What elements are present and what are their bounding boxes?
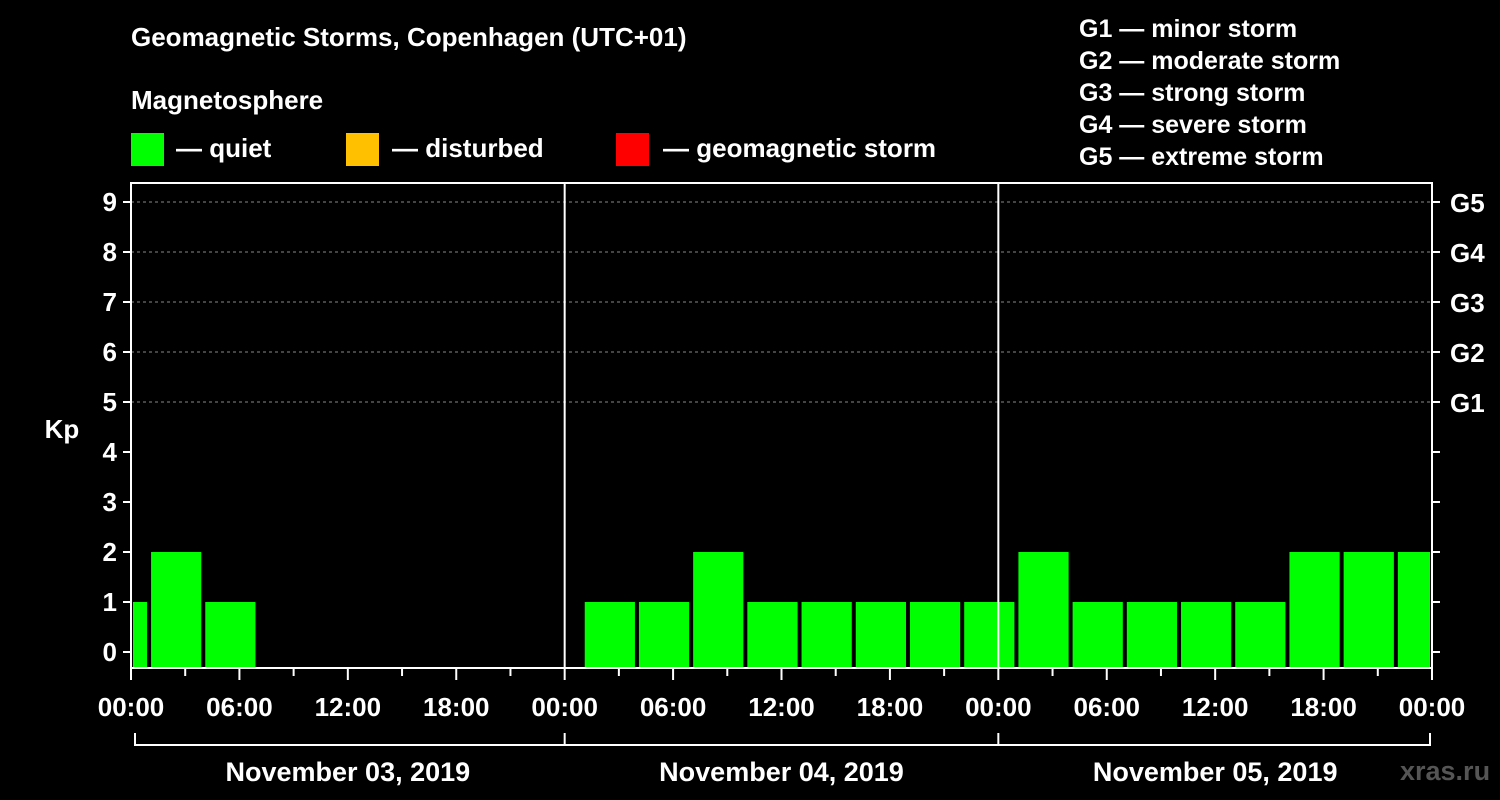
kp-bar bbox=[639, 602, 689, 668]
kp-bar bbox=[1127, 602, 1177, 668]
kp-bar bbox=[802, 602, 852, 668]
kp-bar bbox=[1181, 602, 1231, 668]
kp-bar bbox=[1235, 602, 1285, 668]
kp-bar bbox=[1018, 552, 1068, 668]
kp-bar bbox=[964, 602, 1014, 668]
x-tick-label: 06:00 bbox=[206, 692, 273, 722]
x-tick-label: 18:00 bbox=[857, 692, 924, 722]
kp-bar bbox=[205, 602, 255, 668]
y-tick-label: 8 bbox=[103, 237, 117, 267]
kp-bar bbox=[1398, 552, 1430, 668]
date-label: November 04, 2019 bbox=[659, 757, 904, 787]
kp-bar bbox=[1344, 552, 1394, 668]
x-tick-label: 00:00 bbox=[965, 692, 1032, 722]
kp-bar bbox=[585, 602, 635, 668]
g-level-label: G4 bbox=[1450, 238, 1485, 268]
kp-bar bbox=[1289, 552, 1339, 668]
kp-bar bbox=[693, 552, 743, 668]
g-level-label: G5 bbox=[1450, 188, 1485, 218]
x-tick-label: 06:00 bbox=[1074, 692, 1141, 722]
date-label: November 05, 2019 bbox=[1093, 757, 1338, 787]
x-tick-label: 00:00 bbox=[531, 692, 598, 722]
x-tick-label: 18:00 bbox=[423, 692, 490, 722]
y-tick-label: 0 bbox=[103, 637, 117, 667]
kp-bar bbox=[1073, 602, 1123, 668]
y-tick-label: 3 bbox=[103, 487, 117, 517]
g-level-label: G2 bbox=[1450, 338, 1485, 368]
x-tick-label: 00:00 bbox=[1399, 692, 1466, 722]
kp-bar bbox=[151, 552, 201, 668]
y-tick-label: 2 bbox=[103, 537, 117, 567]
kp-bar bbox=[133, 602, 147, 668]
y-tick-label: 4 bbox=[103, 437, 118, 467]
plot-frame bbox=[131, 183, 1432, 668]
watermark: xras.ru bbox=[1400, 756, 1490, 787]
x-tick-label: 18:00 bbox=[1290, 692, 1357, 722]
y-tick-label: 7 bbox=[103, 287, 117, 317]
kp-bar bbox=[856, 602, 906, 668]
y-axis-label: Kp bbox=[45, 414, 80, 444]
date-label: November 03, 2019 bbox=[226, 757, 471, 787]
kp-chart: 0 1 2 3 4 5 6 7 8 9 Kp G1 G2 G3 G4 G5 00:00 06:00 12:00 18:… bbox=[0, 0, 1500, 800]
x-tick-label: 12:00 bbox=[315, 692, 382, 722]
x-tick-label: 00:00 bbox=[98, 692, 165, 722]
kp-bar bbox=[910, 602, 960, 668]
x-tick-label: 12:00 bbox=[748, 692, 815, 722]
y-tick-label: 9 bbox=[103, 187, 117, 217]
g-level-label: G3 bbox=[1450, 288, 1485, 318]
g-level-label: G1 bbox=[1450, 388, 1485, 418]
x-tick-label: 12:00 bbox=[1182, 692, 1249, 722]
y-tick-label: 5 bbox=[103, 387, 117, 417]
y-tick-label: 6 bbox=[103, 337, 117, 367]
x-tick-label: 06:00 bbox=[640, 692, 707, 722]
kp-bar bbox=[747, 602, 797, 668]
y-tick-label: 1 bbox=[103, 587, 117, 617]
